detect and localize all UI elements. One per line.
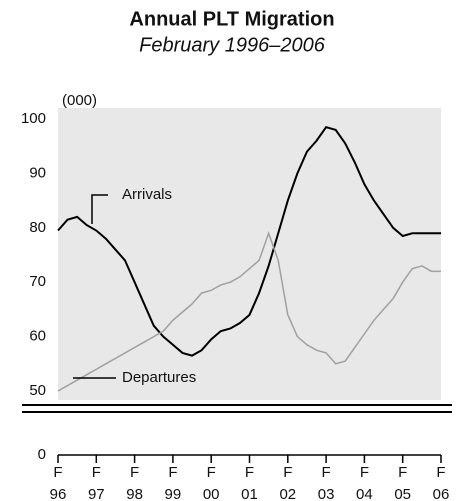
- x-tick-label: F: [245, 464, 254, 481]
- chart-title: Annual PLT Migration: [129, 8, 334, 30]
- x-tick-label: F: [398, 464, 407, 481]
- data-line: [57, 126, 441, 357]
- unit-label: (000): [62, 92, 97, 109]
- plot-background: [58, 108, 441, 400]
- x-tick-label: F: [360, 464, 369, 481]
- x-tick-label: F: [130, 464, 139, 481]
- x-tick-label: F: [322, 464, 331, 481]
- y-tick-label: 0: [38, 446, 46, 463]
- y-tick-label: 60: [29, 328, 46, 345]
- y-tick-label: 50: [29, 382, 46, 399]
- x-tick-label: 05: [394, 486, 411, 501]
- chart-subtitle: February 1996–2006: [139, 34, 326, 56]
- x-tick-label: 06: [433, 486, 450, 501]
- x-tick-label: F: [436, 464, 445, 481]
- y-tick-label: 70: [29, 273, 46, 290]
- y-tick-label: 80: [29, 219, 46, 236]
- x-tick-label: F: [283, 464, 292, 481]
- leader-line: [91, 194, 108, 224]
- x-tick-label: 01: [241, 486, 258, 501]
- y-tick-label: 90: [29, 164, 46, 181]
- x-tick-label: F: [92, 464, 101, 481]
- x-tick-label: 03: [318, 486, 335, 501]
- x-tick-label: 98: [126, 486, 143, 501]
- x-tick-label: F: [207, 464, 216, 481]
- x-tick-label: 97: [88, 486, 105, 501]
- x-tick-label: 00: [203, 486, 220, 501]
- x-tick-label: 02: [279, 486, 296, 501]
- x-tick-label: F: [53, 464, 62, 481]
- x-tick-label: 04: [356, 486, 373, 501]
- x-tick-label: 99: [165, 486, 182, 501]
- series-label: Departures: [122, 369, 196, 386]
- x-tick-label: F: [168, 464, 177, 481]
- x-tick-label: 96: [50, 486, 67, 501]
- y-tick-label: 100: [21, 110, 46, 127]
- series-label: Arrivals: [122, 186, 172, 203]
- data-line: [57, 230, 441, 392]
